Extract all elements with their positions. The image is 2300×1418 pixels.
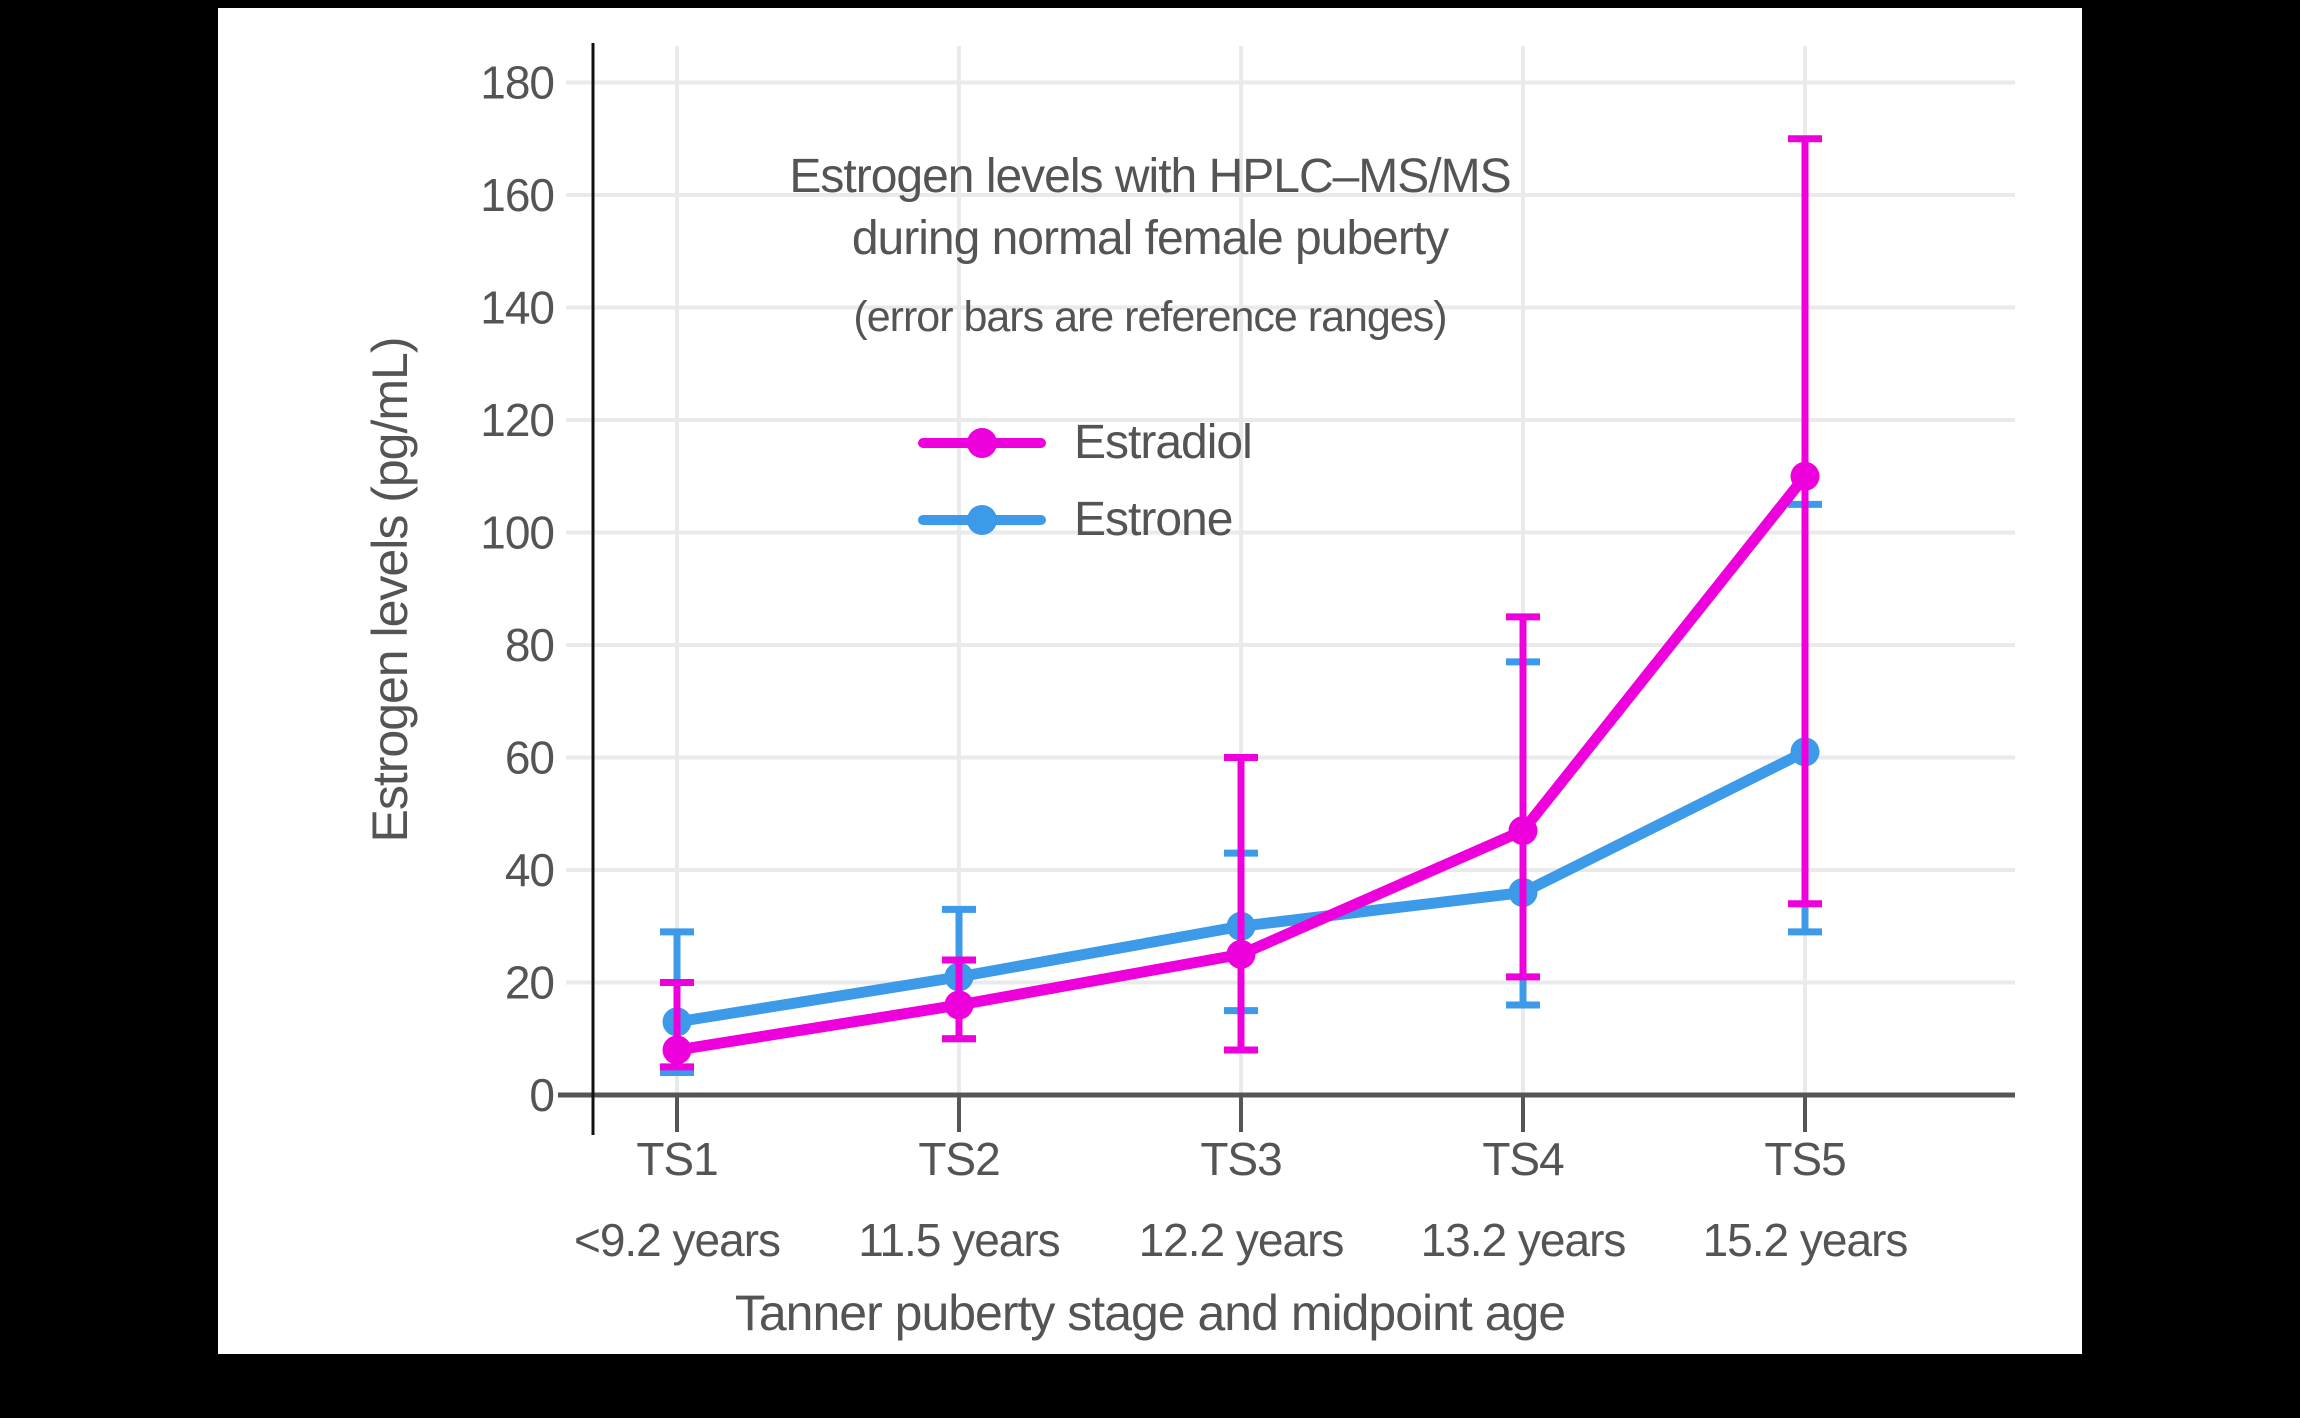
x-tick-sublabel: 13.2 years [1421, 1214, 1626, 1266]
legend-label: Estradiol [1074, 416, 1253, 469]
chart-title-line2: during normal female puberty [851, 212, 1449, 265]
legend-item-estradiol: Estradiol [918, 404, 1253, 481]
x-tick-label: TS1 [636, 1133, 717, 1185]
chart-title-block: Estrogen levels with HPLC–MS/MS during n… [218, 146, 2082, 348]
legend-label: Estrone [1074, 493, 1233, 546]
x-tick-sublabel: <9.2 years [574, 1214, 780, 1266]
legend-swatch-icon [918, 427, 1046, 458]
x-tick-sublabel: 11.5 years [858, 1214, 1059, 1266]
y-tick-label: 140 [480, 282, 554, 334]
chart-subtitle: (error bars are reference ranges) [853, 293, 1447, 341]
x-tick-label: TS3 [1200, 1133, 1281, 1185]
chart-title-line1: Estrogen levels with HPLC–MS/MS [789, 150, 1511, 203]
data-point [1790, 461, 1820, 491]
y-tick-label: 40 [505, 844, 554, 896]
y-tick-label: 0 [529, 1069, 554, 1121]
x-tick-label: TS4 [1482, 1133, 1564, 1185]
legend-swatch-icon [918, 504, 1046, 535]
x-tick-sublabel: 12.2 years [1139, 1214, 1344, 1266]
data-point [662, 1035, 692, 1065]
series-estradiol [660, 135, 1822, 1071]
y-tick-label: 60 [505, 732, 554, 784]
chart-canvas: 0 20 40 60 80 100 120 140 160 180 TS1 TS2 TS3 TS4 TS5 <… [218, 8, 2082, 1354]
y-tick-label: 160 [480, 169, 554, 221]
x-tick-label: TS2 [918, 1133, 999, 1185]
y-axis-title: Estrogen levels (pg/mL) [362, 337, 418, 843]
line-chart: 0 20 40 60 80 100 120 140 160 180 TS1 TS2 TS3 TS4 TS5 <… [480, 43, 2015, 1267]
axes [558, 43, 2015, 1135]
legend-item-estrone: Estrone [918, 481, 1252, 558]
y-tick-label: 100 [480, 507, 554, 559]
legend: Estradiol Estrone [918, 404, 1253, 558]
data-point [1226, 939, 1256, 969]
data-point [1508, 816, 1538, 846]
y-tick-label: 80 [505, 619, 554, 671]
tick-labels: 0 20 40 60 80 100 120 140 160 180 TS1 TS2 TS3 TS4 TS5 <… [480, 57, 1908, 1267]
y-tick-label: 20 [505, 957, 554, 1009]
x-tick-sublabel: 15.2 years [1703, 1214, 1908, 1266]
y-tick-label: 120 [480, 394, 554, 446]
y-tick-label: 180 [480, 57, 554, 109]
x-tick-label: TS5 [1764, 1133, 1845, 1185]
data-point [944, 990, 974, 1020]
x-axis-title: Tanner puberty stage and midpoint age [734, 1285, 1566, 1341]
